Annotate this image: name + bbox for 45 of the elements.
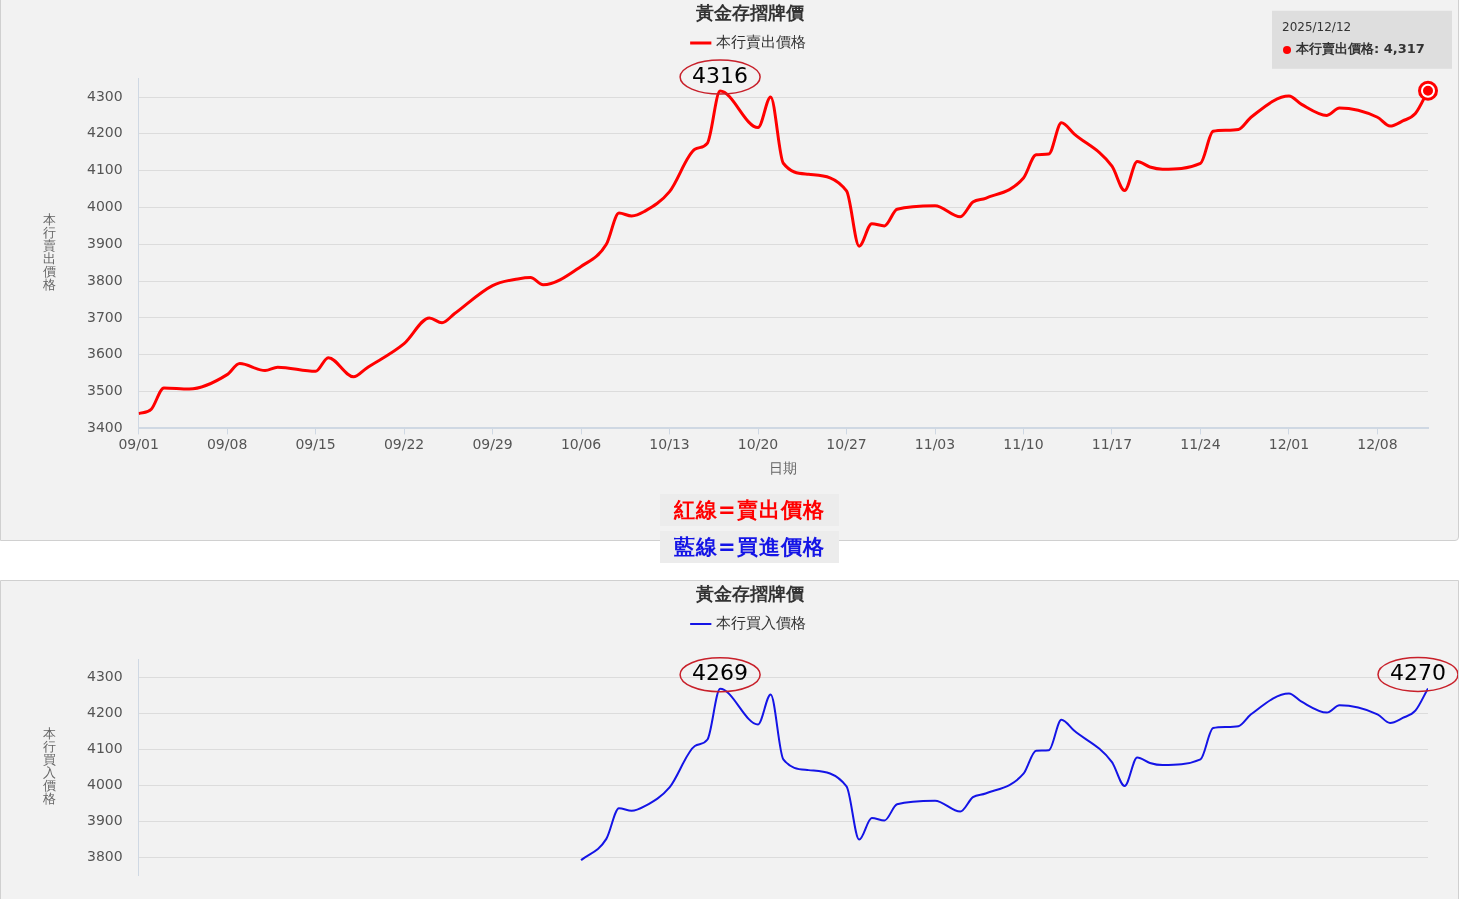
x-tick-label: 10/27 — [826, 436, 867, 453]
y-tick-label: 3900 — [86, 234, 123, 251]
legend-label: 本行賣出價格 — [715, 32, 806, 51]
text: 紅線=賣出價格 — [660, 494, 839, 526]
x-tick-label: 11/17 — [1091, 436, 1133, 453]
y-tick-label: 3800 — [86, 271, 123, 288]
y-tick-label: 4100 — [86, 161, 123, 178]
annotation: 4316 — [692, 62, 749, 88]
y-tick-label: 4100 — [86, 740, 123, 757]
y-tick-label: 3800 — [86, 848, 123, 865]
x-tick-label: 11/10 — [1003, 436, 1044, 453]
x-tick-label: 09/15 — [295, 436, 336, 453]
y-axis-title: 本行賣出價格 — [41, 212, 56, 293]
x-tick-label: 10/20 — [737, 436, 779, 453]
y-tick-label: 3900 — [86, 812, 123, 829]
y-tick-label: 4000 — [86, 198, 123, 215]
y-tick-label: 4300 — [86, 668, 123, 685]
x-tick-label: 09/01 — [118, 436, 159, 453]
chart-title: 黃金存摺牌價 — [694, 583, 805, 605]
annotation: 2025/12/12 本行賣出價格: 4,317 — [1282, 19, 1425, 57]
legend-label: 本行買入價格 — [715, 613, 806, 632]
x-tick-label: 09/08 — [206, 436, 248, 453]
y-tick-label: 3500 — [86, 382, 123, 399]
y-tick-label: 4000 — [86, 776, 123, 793]
x-tick-label: 10/06 — [560, 436, 602, 453]
x-axis-title: 日期 — [769, 460, 798, 477]
x-tick-label: 11/24 — [1180, 436, 1221, 453]
y-tick-label: 4200 — [86, 124, 123, 141]
x-tick-label: 12/01 — [1268, 436, 1310, 453]
y-tick-label: 3400 — [86, 419, 123, 436]
x-tick-label: 11/03 — [914, 436, 956, 453]
annotation: 4270 — [1390, 660, 1446, 686]
x-tick-label: 09/29 — [472, 436, 513, 453]
y-tick-label: 4200 — [86, 704, 123, 721]
line-series — [580, 687, 1428, 862]
annotation: 4269 — [692, 660, 749, 686]
y-axis-title: 本行買入價格 — [41, 726, 56, 807]
x-tick-label: 10/13 — [649, 436, 690, 453]
x-tick-label: 09/22 — [383, 436, 425, 453]
x-tick-label: 12/08 — [1357, 436, 1398, 453]
y-tick-label: 3700 — [86, 308, 123, 325]
y-tick-label: 4300 — [86, 87, 123, 104]
chart-title: 黃金存摺牌價 — [694, 2, 805, 24]
text: 藍線=買進價格 — [660, 531, 839, 563]
y-tick-label: 3600 — [86, 345, 123, 362]
